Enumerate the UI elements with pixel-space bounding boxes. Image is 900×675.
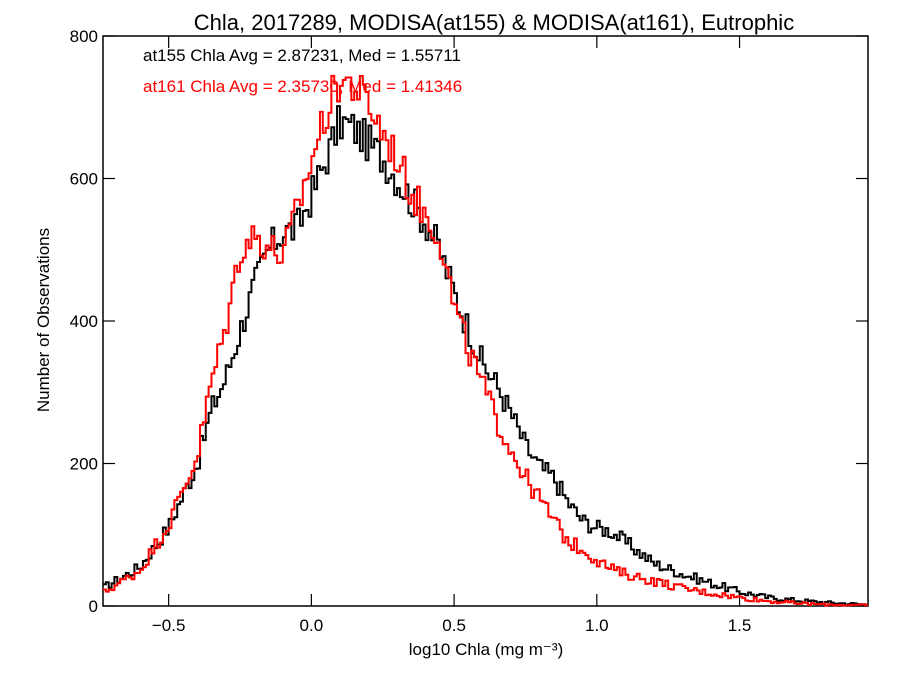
y-tick-label: 600 — [70, 170, 98, 189]
y-tick-label: 400 — [70, 312, 98, 331]
y-axis-label: Number of Observations — [34, 228, 53, 412]
histogram-series-2 — [103, 74, 868, 607]
chart-title: Chla, 2017289, MODISA(at155) & MODISA(at… — [194, 10, 794, 35]
histogram-series-1 — [103, 105, 868, 606]
annotation-at161: at161 Chla Avg = 2.35730, Med = 1.41346 — [143, 77, 462, 96]
x-tick-label: 0.0 — [300, 616, 324, 635]
x-tick-label: −0.5 — [152, 616, 186, 635]
x-tick-label: 0.5 — [442, 616, 466, 635]
x-tick-label: 1.5 — [728, 616, 752, 635]
plot-frame — [102, 35, 869, 607]
annotation-at155: at155 Chla Avg = 2.87231, Med = 1.55711 — [143, 46, 461, 65]
y-tick-label: 800 — [70, 27, 98, 46]
x-tick-label: 1.0 — [585, 616, 609, 635]
y-tick-label: 0 — [89, 597, 98, 616]
y-tick-label: 200 — [70, 455, 98, 474]
x-axis-ticks: −0.5 0.0 0.5 1.0 1.5 — [152, 36, 751, 635]
x-axis-label: log10 Chla (mg m⁻³) — [409, 640, 563, 659]
series-layer — [103, 74, 868, 607]
